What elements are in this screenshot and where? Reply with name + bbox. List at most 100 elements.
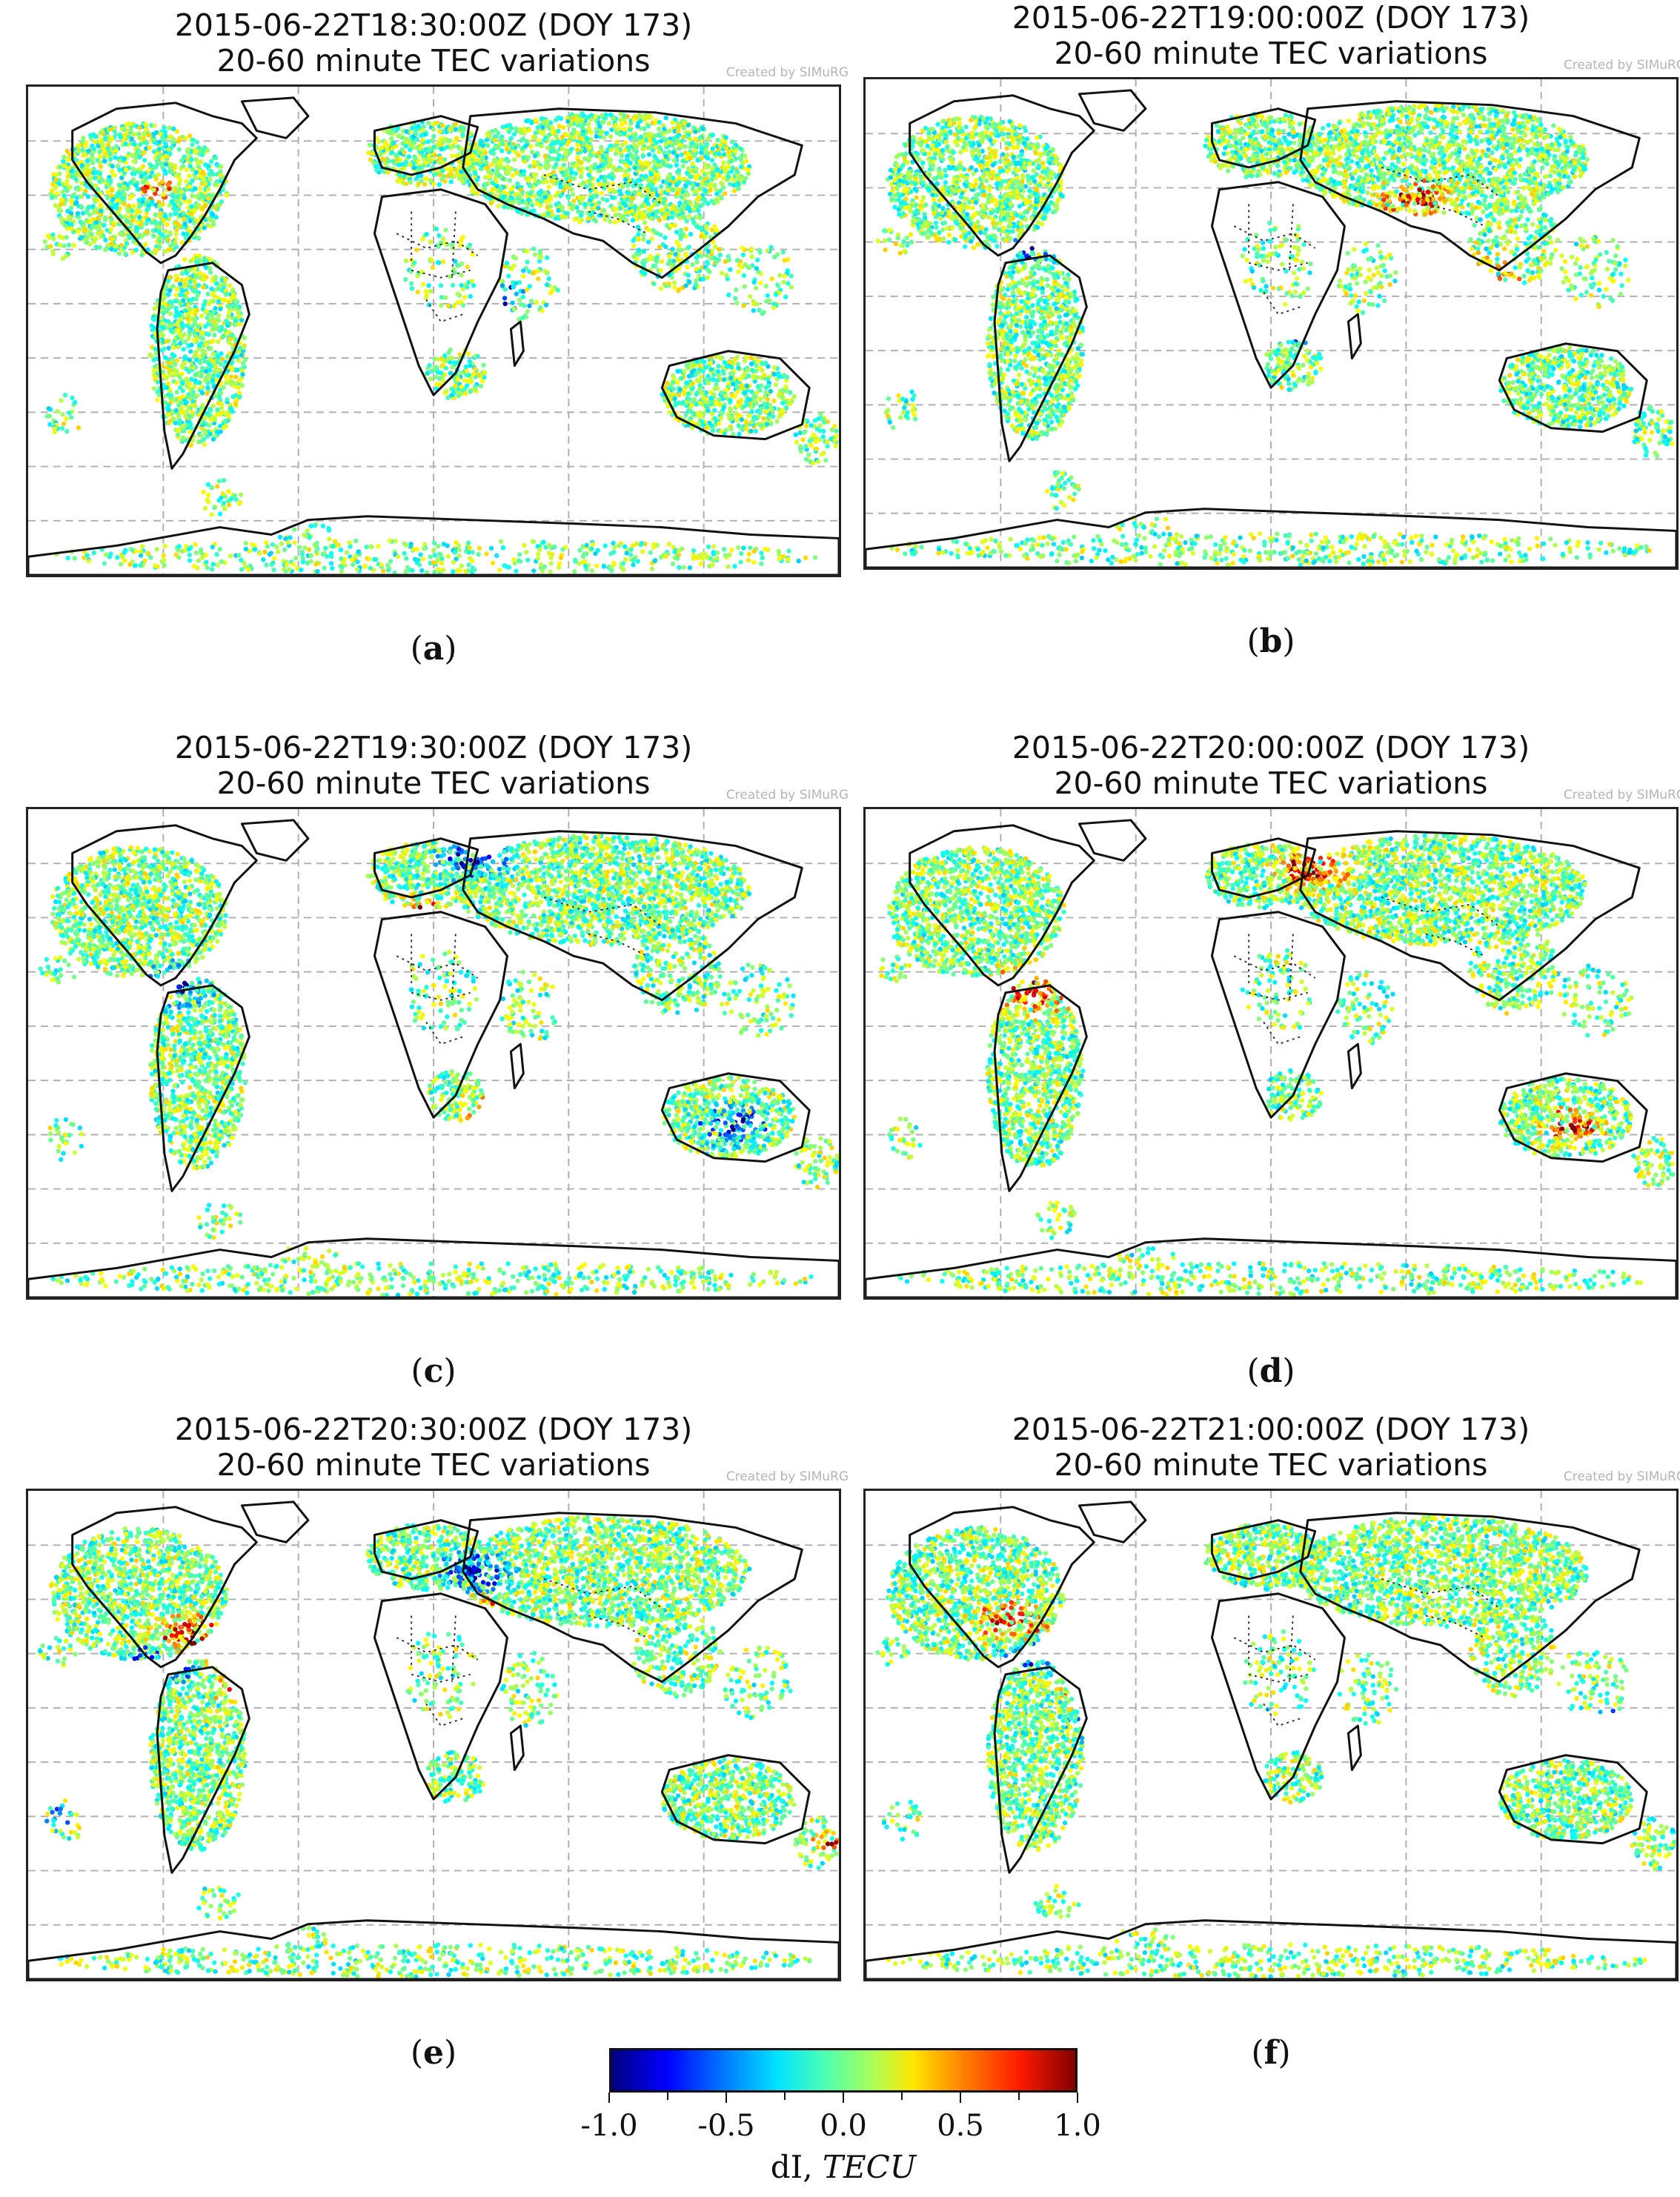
tec-dot bbox=[631, 243, 637, 248]
tec-dot bbox=[610, 187, 615, 193]
tec-dot bbox=[714, 228, 720, 233]
tec-dot bbox=[406, 154, 411, 159]
tec-dot bbox=[113, 132, 119, 137]
tec-dot bbox=[648, 182, 654, 188]
tec-dot bbox=[210, 378, 216, 383]
tec-dot bbox=[156, 155, 162, 160]
tec-dot bbox=[606, 121, 611, 126]
tec-dot bbox=[688, 174, 694, 179]
tec-dot bbox=[149, 250, 155, 256]
tec-dot bbox=[675, 257, 680, 262]
tec-dot bbox=[207, 356, 213, 362]
tec-dot bbox=[664, 203, 669, 208]
tec-dot bbox=[571, 199, 577, 204]
tec-dot bbox=[600, 119, 606, 124]
tec-dot bbox=[510, 196, 515, 202]
tec-dot bbox=[173, 278, 179, 283]
tec-dot bbox=[216, 339, 221, 345]
tec-dot bbox=[736, 186, 741, 191]
tec-dot bbox=[537, 165, 542, 170]
tec-dot bbox=[219, 362, 224, 367]
tec-dot bbox=[157, 203, 162, 209]
tec-dot bbox=[163, 170, 168, 176]
tec-dot bbox=[496, 203, 501, 209]
tec-dot bbox=[180, 380, 185, 386]
tec-dot bbox=[657, 245, 663, 250]
tec-dot bbox=[219, 325, 225, 330]
tec-dot bbox=[738, 157, 744, 162]
tec-dot bbox=[579, 217, 585, 223]
tec-dot bbox=[675, 380, 680, 385]
tec-dot bbox=[607, 157, 612, 162]
tec-dot bbox=[686, 373, 692, 379]
tec-dot bbox=[122, 202, 127, 207]
tec-dot bbox=[53, 203, 59, 208]
tec-dot bbox=[224, 291, 230, 296]
tec-dot bbox=[685, 192, 691, 198]
tec-dot bbox=[208, 345, 213, 351]
tec-dot bbox=[167, 419, 173, 424]
tec-dot bbox=[747, 413, 752, 419]
tec-dot bbox=[686, 213, 691, 219]
tec-dot bbox=[422, 182, 428, 187]
tec-dot bbox=[420, 137, 425, 142]
tec-dot bbox=[188, 394, 194, 399]
tec-dot bbox=[176, 414, 182, 419]
tec-dot bbox=[770, 413, 776, 419]
tec-dot bbox=[117, 183, 122, 188]
tec-dot bbox=[710, 170, 715, 175]
tec-dot bbox=[672, 223, 678, 228]
tec-dot bbox=[236, 385, 241, 390]
tec-dot bbox=[524, 119, 529, 124]
tec-dot bbox=[193, 403, 199, 409]
tec-dot bbox=[556, 207, 561, 213]
tec-dot bbox=[618, 117, 623, 123]
tec-dot bbox=[220, 334, 225, 339]
tec-dot bbox=[173, 211, 178, 216]
tec-dot bbox=[223, 423, 229, 429]
tec-dot bbox=[724, 364, 730, 369]
tec-dot bbox=[558, 166, 564, 171]
tec-dot bbox=[594, 133, 599, 139]
tec-dot bbox=[569, 187, 574, 193]
tec-dot bbox=[98, 208, 104, 213]
tec-dot bbox=[510, 173, 516, 179]
tec-dot bbox=[729, 176, 734, 182]
tec-dot bbox=[213, 393, 219, 399]
tec-dot bbox=[137, 135, 142, 141]
tec-dot bbox=[723, 135, 728, 140]
tec-dot bbox=[109, 241, 114, 247]
tec-dot bbox=[91, 166, 96, 172]
tec-dot bbox=[746, 167, 751, 173]
tec-dot bbox=[704, 399, 710, 405]
tec-dot bbox=[107, 151, 113, 156]
tec-dot bbox=[218, 429, 223, 434]
tec-dot bbox=[169, 170, 174, 175]
tec-dot bbox=[601, 162, 606, 167]
tec-dot bbox=[131, 204, 136, 209]
tec-dot bbox=[608, 219, 613, 225]
tec-dot bbox=[721, 160, 726, 165]
tec-dot bbox=[206, 339, 211, 345]
tec-dot bbox=[173, 362, 178, 368]
tec-dot bbox=[698, 374, 704, 379]
tec-dot bbox=[624, 163, 630, 169]
tec-dot bbox=[686, 245, 691, 250]
tec-dot bbox=[645, 132, 651, 138]
tec-dot bbox=[105, 146, 110, 151]
tec-dot bbox=[167, 247, 173, 253]
tec-dot bbox=[76, 149, 82, 154]
tec-dot bbox=[703, 187, 708, 193]
tec-dot bbox=[122, 185, 127, 190]
tec-dot bbox=[478, 160, 483, 166]
tec-dot bbox=[682, 369, 687, 374]
tec-dot bbox=[646, 145, 651, 150]
tec-dot bbox=[645, 123, 651, 129]
tec-dot bbox=[728, 406, 733, 411]
tec-dot bbox=[131, 159, 136, 164]
tec-dot bbox=[179, 158, 185, 163]
tec-dot bbox=[133, 247, 139, 253]
tec-dot bbox=[66, 165, 72, 170]
tec-dot bbox=[587, 145, 593, 150]
tec-dot bbox=[516, 192, 522, 197]
